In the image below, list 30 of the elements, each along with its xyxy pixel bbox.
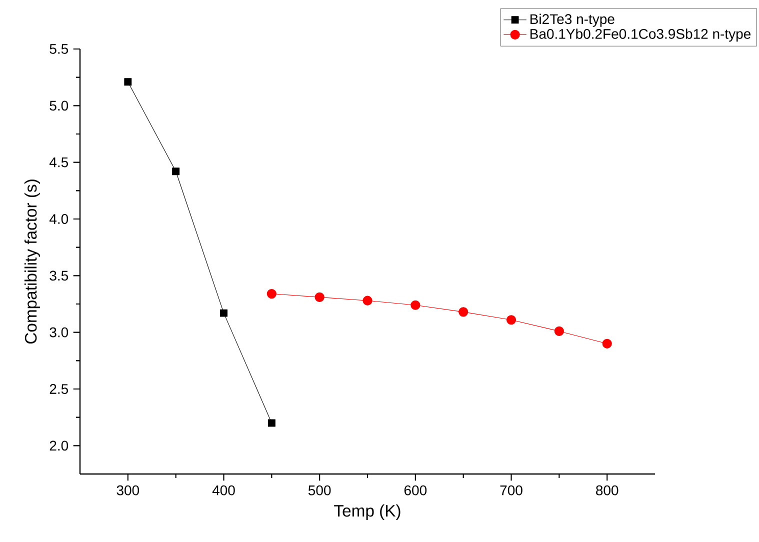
- y-tick-label: 5.0: [50, 100, 68, 111]
- x-tick-label: 600: [404, 485, 427, 496]
- x-tick-label: 700: [500, 485, 522, 496]
- x-tick-label: 400: [212, 485, 235, 496]
- y-axis-title: Compatibility factor (s): [24, 180, 40, 344]
- y-tick-label: 3.5: [50, 270, 68, 281]
- y-tick-label: 2.5: [50, 384, 68, 394]
- point: [268, 419, 276, 427]
- point: [220, 309, 228, 317]
- point: [362, 296, 372, 306]
- x-tick-label: 800: [596, 485, 618, 496]
- y-tick-label: 5.5: [50, 44, 68, 54]
- y-tick-label: 4.0: [49, 214, 68, 224]
- point: [266, 288, 276, 299]
- point: [124, 78, 132, 86]
- point: [172, 168, 180, 176]
- x-tick-label: 300: [116, 485, 140, 496]
- point: [410, 300, 420, 310]
- y-tick-label: 2.0: [50, 440, 68, 451]
- point: [506, 315, 516, 325]
- y-tick-label: 3.0: [50, 327, 68, 338]
- x-axis-title: Temp (K): [334, 504, 400, 520]
- y-tick-label: 4.5: [49, 157, 68, 168]
- legend-label: Bi2Te3 n-type: [530, 14, 614, 27]
- point: [458, 307, 468, 317]
- point: [314, 292, 324, 302]
- point: [602, 338, 612, 348]
- x-tick-label: 500: [308, 485, 331, 496]
- legend-label: Ba0.1Yb0.2Fe0.1Co3.9Sb12 n-type: [530, 28, 751, 42]
- point: [554, 326, 564, 336]
